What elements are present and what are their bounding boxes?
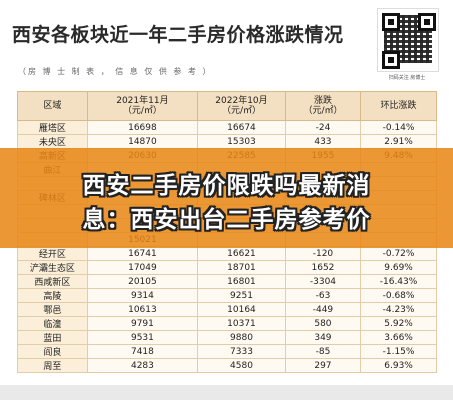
table-row: 西咸新区 20105 16801 -3304 -16.43% — [17, 274, 437, 289]
value-cell: -449 — [284, 302, 362, 317]
value-cell: -24 — [284, 120, 362, 135]
table-row: 鄠邑 10613 10164 -449 -4.23% — [17, 302, 437, 317]
value-cell: 16801 — [197, 274, 286, 289]
value-cell: 3.66% — [360, 330, 437, 345]
table-row: 阎良 7418 7333 -85 -1.15% — [17, 344, 437, 359]
value-cell: 20105 — [86, 274, 199, 289]
region-cell: 临潼 — [17, 316, 88, 331]
region-cell: 雁塔区 — [17, 120, 88, 135]
source-note: （房 博 士 制 表 ， 信 息 仅 供 参 考 ） — [18, 67, 213, 76]
column-header-region: 区域 — [17, 91, 88, 121]
headline-line-2: 息：西安出台二手房参考价 — [82, 207, 371, 233]
region-cell: 蓝田 — [17, 330, 88, 345]
value-cell: -120 — [284, 246, 362, 261]
value-cell: 10164 — [197, 302, 286, 317]
value-cell: 9.69% — [360, 260, 437, 275]
region-cell: 浐灞生态区 — [17, 260, 88, 275]
value-cell: 5.92% — [360, 316, 437, 331]
table-row: 临潼 9791 10371 580 5.92% — [17, 316, 437, 331]
value-cell: -63 — [284, 288, 362, 303]
value-cell: -16.43% — [360, 274, 437, 289]
value-cell: 4283 — [86, 358, 199, 373]
column-header-2021: 2021年11月 （元/㎡） — [86, 91, 199, 121]
value-cell: 9251 — [197, 288, 286, 303]
value-cell: 16621 — [197, 246, 286, 261]
value-cell: 10371 — [197, 316, 286, 331]
table-row: 周至 4283 4580 297 6.93% — [17, 358, 437, 373]
value-cell: 580 — [284, 316, 362, 331]
region-cell: 经开区 — [17, 246, 88, 261]
value-cell: 6.93% — [360, 358, 437, 373]
value-cell: 16674 — [197, 120, 286, 135]
value-cell: 9880 — [197, 330, 286, 345]
region-cell: 未央区 — [17, 134, 88, 149]
value-cell: -0.72% — [360, 246, 437, 261]
table-row: 经开区 16741 16621 -120 -0.72% — [17, 246, 437, 261]
region-cell: 鄠邑 — [17, 302, 88, 317]
region-cell: 西咸新区 — [17, 274, 88, 289]
table-row: 高陵 9314 9251 -63 -0.68% — [17, 288, 437, 303]
region-cell: 高陵 — [17, 288, 88, 303]
value-cell: 17049 — [86, 260, 199, 275]
value-cell: -85 — [284, 344, 362, 359]
bottom-shadow — [0, 385, 453, 400]
headline-line-1: 西安二手房价限跌吗最新消 — [82, 173, 371, 199]
table-row: 蓝田 9531 9880 349 3.66% — [17, 330, 437, 345]
value-cell: 7418 — [86, 344, 199, 359]
value-cell: -0.14% — [360, 120, 437, 135]
column-header-change: 涨跌 （元/㎡） — [284, 91, 362, 121]
table-row: 雁塔区 16698 16674 -24 -0.14% — [17, 120, 437, 135]
value-cell: 2.91% — [360, 134, 437, 149]
region-cell: 周至 — [17, 358, 88, 373]
value-cell: 9791 — [86, 316, 199, 331]
value-cell: 18701 — [197, 260, 286, 275]
value-cell: 433 — [284, 134, 362, 149]
qr-code-icon — [377, 8, 439, 72]
headline-banner — [0, 148, 453, 248]
table-title: 西安各板块近一年二手房价格涨跌情况 — [12, 24, 344, 46]
value-cell: 10613 — [86, 302, 199, 317]
value-cell: -4.23% — [360, 302, 437, 317]
value-cell: 4580 — [197, 358, 286, 373]
qr-caption: 扫码关注 房博士 — [388, 75, 426, 81]
value-cell: -0.68% — [360, 288, 437, 303]
value-cell: 297 — [284, 358, 362, 373]
value-cell: 7333 — [197, 344, 286, 359]
region-cell: 阎良 — [17, 344, 88, 359]
table-header-area: 西安各板块近一年二手房价格涨跌情况 （房 博 士 制 表 ， 信 息 仅 供 参… — [0, 0, 453, 81]
value-cell: 16698 — [86, 120, 199, 135]
value-cell: 349 — [284, 330, 362, 345]
value-cell: 14870 — [86, 134, 199, 149]
table-header-row: 区域 2021年11月 （元/㎡） 2022年10月 （元/㎡） 涨跌 （元/㎡） 环… — [17, 91, 437, 121]
value-cell: 9531 — [86, 330, 199, 345]
table-row: 浐灞生态区 17049 18701 1652 9.69% — [17, 260, 437, 275]
value-cell: -1.15% — [360, 344, 437, 359]
table-row: 未央区 14870 15303 433 2.91% — [17, 134, 437, 149]
column-header-2022: 2022年10月 （元/㎡） — [197, 91, 286, 121]
value-cell: 9314 — [86, 288, 199, 303]
value-cell: 1652 — [284, 260, 362, 275]
value-cell: -3304 — [284, 274, 362, 289]
column-header-mom: 环比涨跌 — [360, 91, 437, 121]
value-cell: 16741 — [86, 246, 199, 261]
value-cell: 15303 — [197, 134, 286, 149]
